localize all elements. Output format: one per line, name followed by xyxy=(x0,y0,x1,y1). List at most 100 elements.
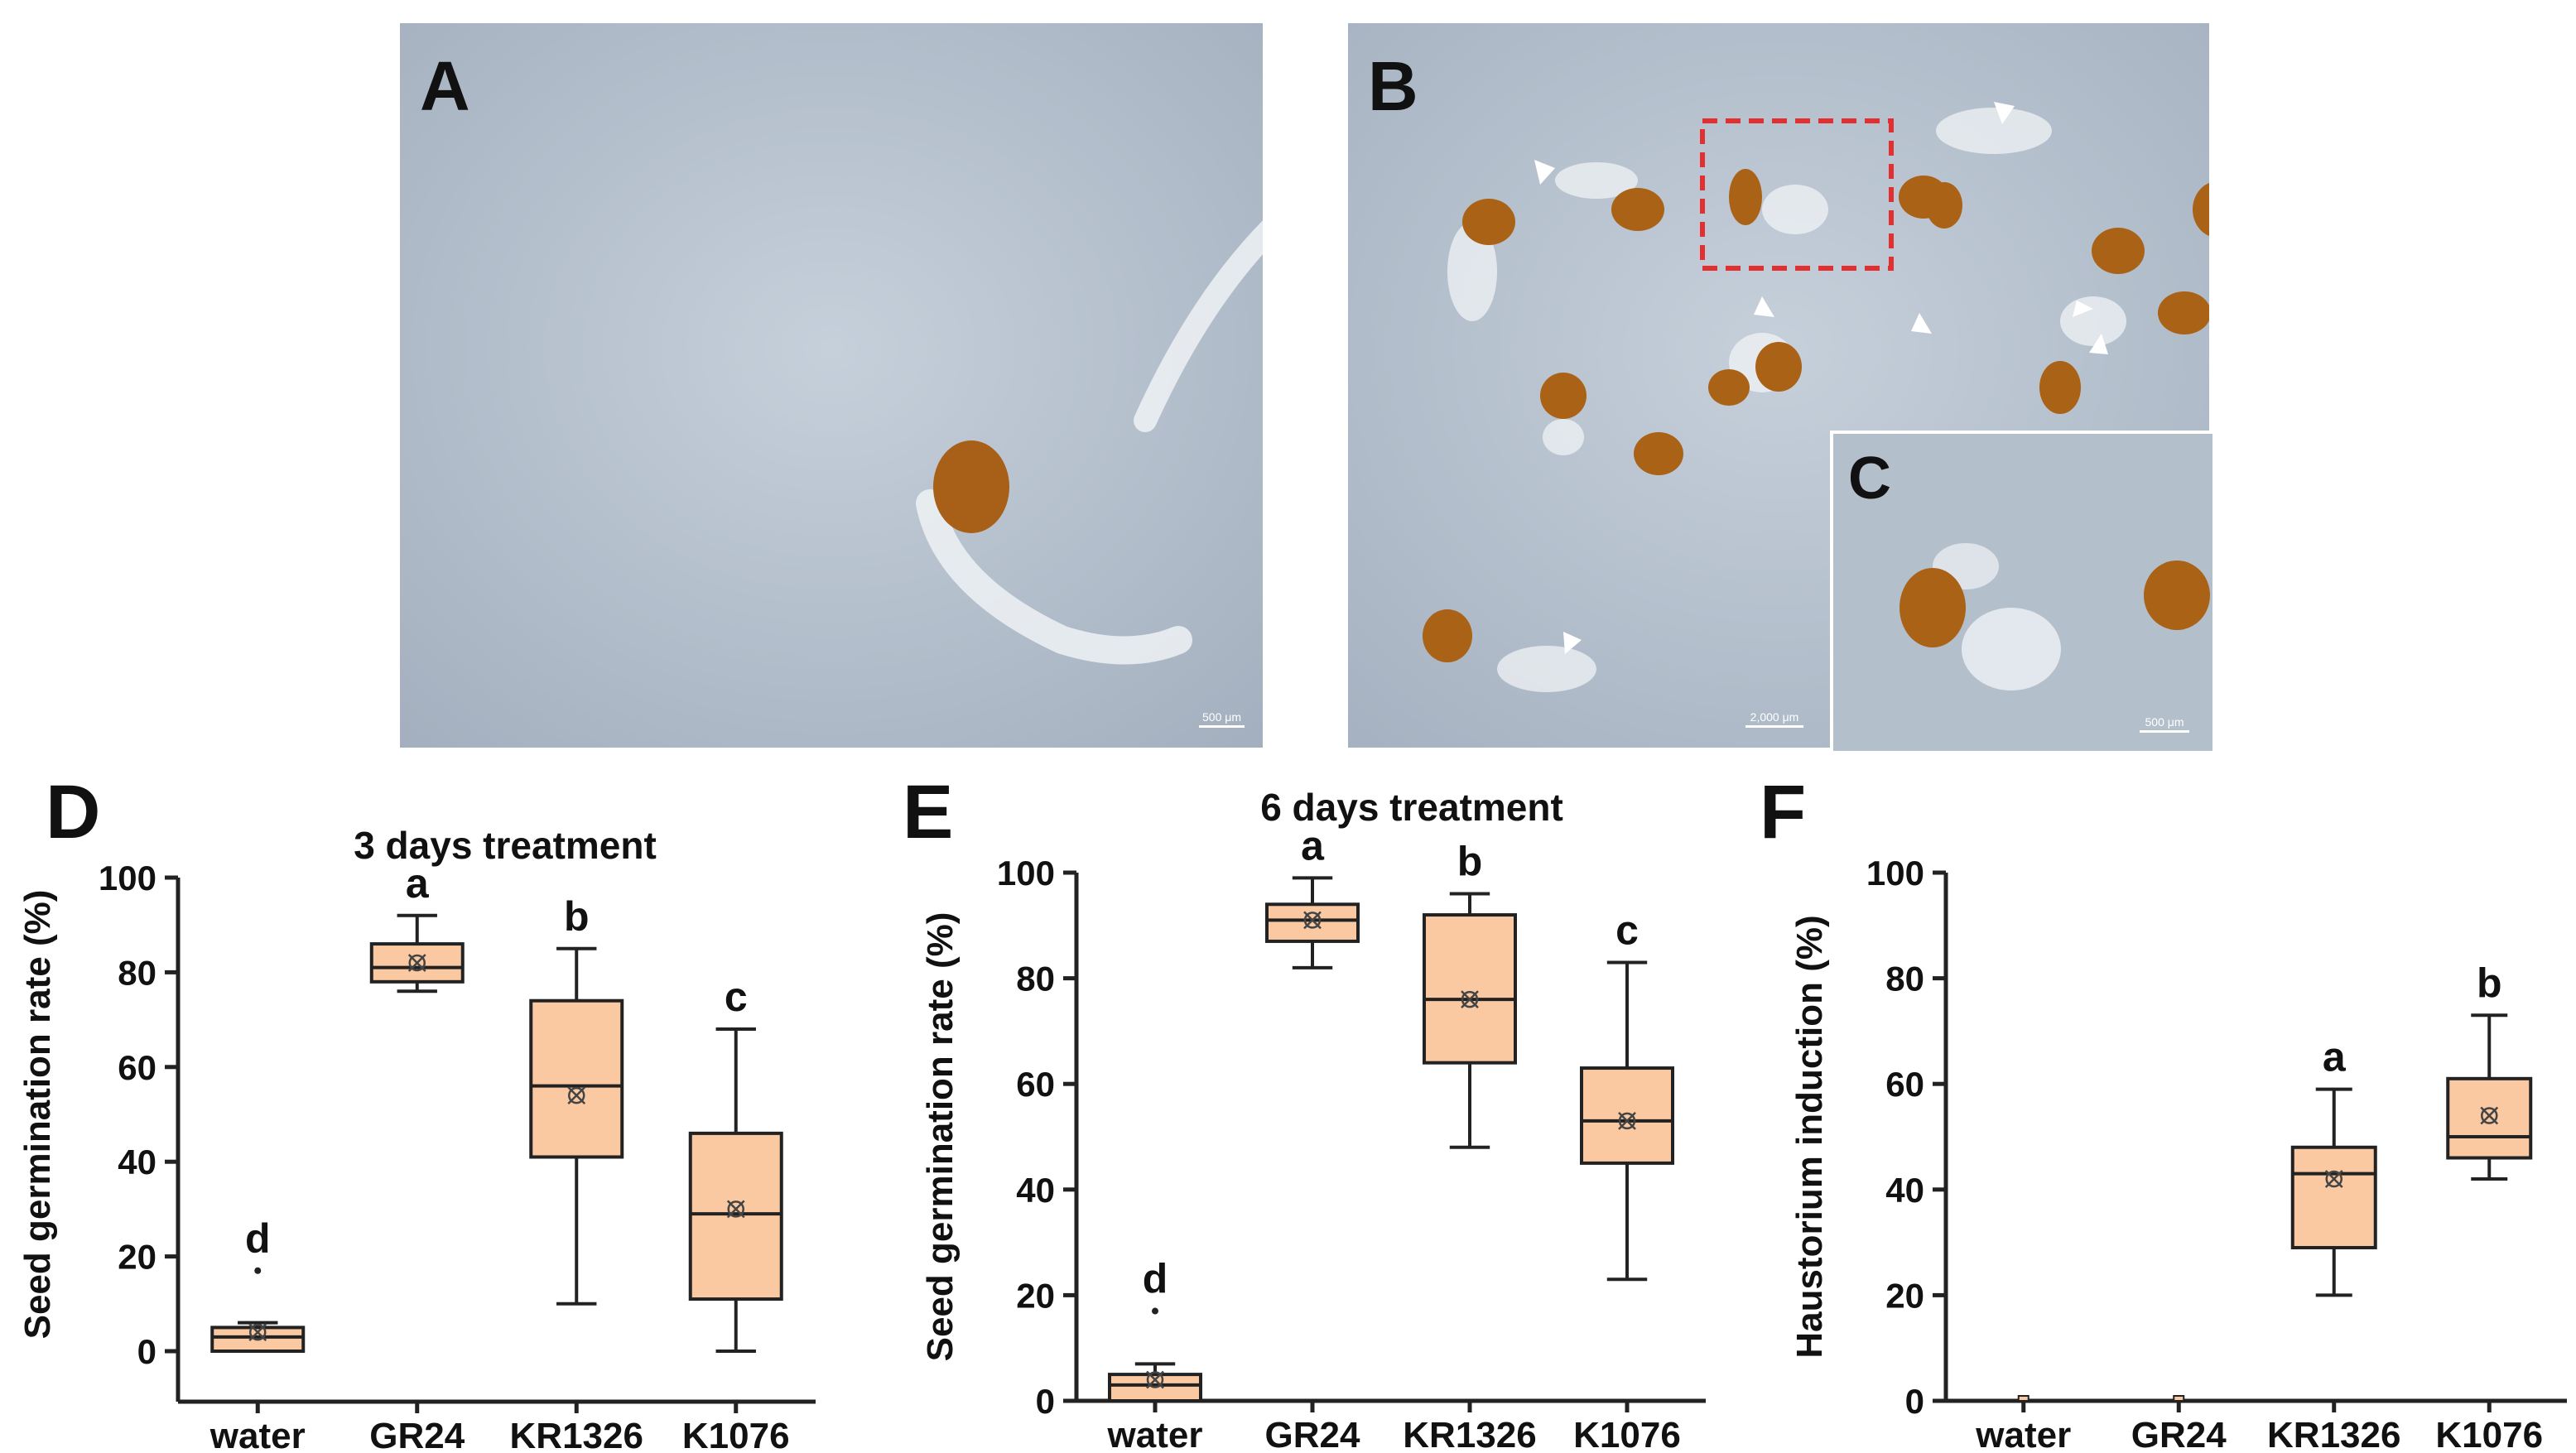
significance-letter: d xyxy=(1143,1256,1168,1302)
scale-bar-c: 500 μm xyxy=(2140,715,2189,733)
mean-marker-x xyxy=(2480,1106,2499,1125)
x-tick-label: GR24 xyxy=(1265,1415,1360,1453)
y-tick-label: 100 xyxy=(997,854,1055,892)
mean-marker-x xyxy=(2324,1170,2343,1188)
chart-title: 3 days treatment xyxy=(354,824,657,867)
y-tick-label: 60 xyxy=(118,1048,156,1087)
y-tick-label: 40 xyxy=(1885,1171,1924,1210)
mean-marker-x xyxy=(567,1086,586,1105)
y-axis-label: Seed germination rate (%) xyxy=(920,912,961,1362)
x-tick-label: GR24 xyxy=(2131,1415,2227,1453)
scale-bar-b: 2,000 μm xyxy=(1745,710,1803,728)
y-axis-label: Seed germination rate (%) xyxy=(17,890,58,1340)
box-kr1326: a xyxy=(2290,1034,2377,1297)
y-tick-label: 20 xyxy=(1016,1276,1055,1315)
box-water: d xyxy=(1108,1256,1202,1402)
x-tick-label: K1076 xyxy=(1573,1415,1681,1453)
box-water xyxy=(2017,1395,2030,1402)
mean-marker-circle xyxy=(1146,1371,1164,1388)
box-mark xyxy=(1423,913,1517,1065)
y-tick-label: 100 xyxy=(99,859,156,897)
box-mark xyxy=(1265,902,1360,943)
scale-bar-b-text: 2,000 μm xyxy=(1750,710,1799,724)
significance-letter: b xyxy=(1457,839,1483,885)
mean-marker-x xyxy=(248,1323,267,1342)
x-tick-label: water xyxy=(1107,1415,1203,1453)
y-tick-label: 60 xyxy=(1016,1065,1055,1104)
mean-marker-x xyxy=(1618,1111,1636,1130)
y-tick-label: 20 xyxy=(118,1238,156,1277)
photo-panel-b: B 2,000 μm xyxy=(1348,23,2209,748)
significance-letter: b xyxy=(564,893,590,940)
box-mark xyxy=(2290,1145,2377,1249)
panel-label-e: E xyxy=(903,770,954,854)
mean-marker-circle xyxy=(2325,1170,2342,1188)
scale-bar-a-text: 500 μm xyxy=(1202,710,1241,724)
photo-b-image xyxy=(1348,23,2209,748)
mean-marker-x xyxy=(1303,911,1322,930)
y-tick-label: 20 xyxy=(1885,1276,1924,1315)
x-tick-label: GR24 xyxy=(369,1416,465,1453)
y-tick-label: 40 xyxy=(118,1143,156,1181)
box-k1076: b xyxy=(2446,960,2533,1181)
significance-letter: d xyxy=(245,1215,271,1262)
box-gr24: a xyxy=(1265,822,1360,969)
significance-letter: b xyxy=(2477,960,2502,1006)
mean-marker-circle xyxy=(568,1086,585,1104)
outlier-point xyxy=(1152,1307,1158,1315)
box-chart-e: 6 days treatment Seed germination rate (%… xyxy=(920,786,1706,1453)
y-tick-label: 100 xyxy=(1866,854,1924,892)
significance-letter: a xyxy=(406,860,430,907)
significance-letter: c xyxy=(1615,907,1639,953)
panel-label-d: D xyxy=(46,770,101,854)
zoom-region-box xyxy=(1700,118,1894,271)
outlier-point xyxy=(254,1267,262,1274)
mean-marker-x xyxy=(1146,1370,1164,1389)
box-gr24: a xyxy=(369,860,465,994)
panel-label-b: B xyxy=(1368,47,1418,125)
mean-marker-circle xyxy=(408,954,426,972)
box-mark xyxy=(2173,1395,2185,1402)
x-tick-label: KR1326 xyxy=(510,1416,643,1453)
significance-letter: a xyxy=(1301,822,1325,868)
box-gr24 xyxy=(2173,1395,2185,1402)
box-mark xyxy=(2446,1076,2533,1160)
photo-panel-a: A 500 μm xyxy=(400,23,1263,748)
panel-label-f: F xyxy=(1760,770,1807,854)
box-water: d xyxy=(210,1215,306,1354)
panel-label-a: A xyxy=(420,47,470,125)
mean-marker-x xyxy=(726,1200,745,1219)
photo-a-image xyxy=(400,23,1263,748)
box-kr1326: b xyxy=(1423,839,1517,1149)
panel-label-c: C xyxy=(1848,445,1891,512)
x-tick-label: K1076 xyxy=(682,1416,790,1453)
x-tick-label: water xyxy=(209,1416,306,1453)
photo-c-image xyxy=(1833,434,2212,751)
mean-marker-circle xyxy=(1618,1112,1636,1130)
box-mark xyxy=(1580,1066,1674,1165)
y-tick-label: 80 xyxy=(1016,960,1055,998)
y-tick-label: 0 xyxy=(1036,1382,1055,1421)
mean-marker-circle xyxy=(1461,990,1479,1008)
mean-marker-circle xyxy=(249,1323,267,1341)
photo-panel-c: C 500 μm xyxy=(1830,431,2212,751)
scale-bar-c-text: 500 μm xyxy=(2145,715,2184,729)
box-k1076: c xyxy=(1580,907,1674,1282)
mean-marker-x xyxy=(407,954,426,972)
mean-marker-circle xyxy=(727,1200,744,1218)
y-tick-label: 60 xyxy=(1885,1065,1924,1104)
x-tick-label: water xyxy=(1975,1415,2071,1453)
y-tick-label: 40 xyxy=(1016,1171,1055,1210)
box-mark xyxy=(2017,1395,2030,1402)
mean-marker-circle xyxy=(1303,912,1322,929)
y-tick-label: 0 xyxy=(1905,1382,1924,1421)
mean-marker-x xyxy=(1461,990,1479,1009)
x-tick-label: KR1326 xyxy=(2267,1415,2400,1453)
y-tick-label: 80 xyxy=(1885,960,1924,998)
x-tick-label: K1076 xyxy=(2435,1415,2543,1453)
box-k1076: c xyxy=(688,974,783,1353)
box-mark xyxy=(529,998,624,1159)
seed-mark xyxy=(933,440,1009,533)
box-kr1326: b xyxy=(529,893,624,1306)
box-chart-f: Haustorium induction (%) 0 20 40 60 80 100 wate… xyxy=(1789,854,2567,1453)
